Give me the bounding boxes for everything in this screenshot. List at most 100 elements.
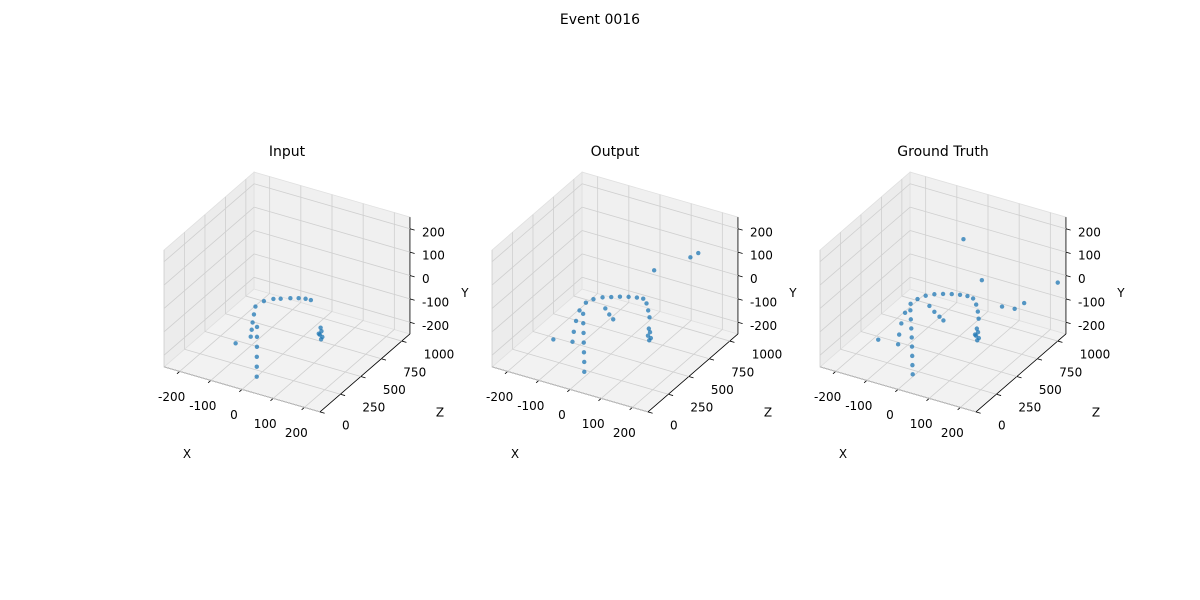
point [254,334,260,340]
y-tick-label: -200 [422,319,449,333]
point [979,277,985,283]
grid-line [581,183,739,230]
grid-line [163,276,255,356]
point [910,362,915,368]
x-tick-label: 100 [582,417,605,431]
point [957,292,963,298]
point [248,334,253,339]
y-tick-label: 0 [750,272,758,286]
tick-mark [926,398,930,402]
x-tick-label: 200 [613,426,636,440]
tick-mark [409,298,415,301]
x-tick-label: -200 [814,390,841,404]
point [254,354,260,360]
z-tick-label: 750 [403,365,426,379]
x-axis-label: X [839,447,847,461]
grid-line [507,293,598,372]
point [941,318,946,323]
point [973,302,979,307]
point [288,295,293,301]
point [582,359,587,365]
x-axis-label: X [511,447,519,461]
grid-line [204,331,361,377]
grid-line [163,253,255,333]
grid-line [581,230,739,276]
grid-line [253,253,411,300]
tick-mark [709,358,715,361]
point [603,306,608,311]
grid-line [210,302,302,381]
grid-line [272,320,364,399]
tick-mark [975,411,981,414]
point [908,317,914,322]
point [261,298,267,304]
point [909,344,915,349]
point [972,332,978,337]
point [999,304,1005,309]
grid-line [909,276,1067,323]
point [940,291,946,297]
grid-line [866,302,958,381]
y-tick-label: 0 [422,272,430,286]
grid-line [819,230,911,309]
point [909,335,914,340]
tick-mark [340,393,346,396]
tick-mark [737,321,743,325]
grid-line [253,276,411,323]
point [965,293,970,299]
tick-mark [1065,228,1071,231]
tick-mark [409,228,415,231]
point [254,324,260,330]
grid-line [819,276,911,356]
y-tick-label: 200 [750,225,773,239]
point [296,295,301,301]
grid-line [253,206,411,253]
subplot: -200 -100 0 100 200 0 250 500 750 1000 -200 -100 0 10… [486,144,797,461]
subplot: -200 -100 0 100 200 0 250 500 750 1000 -200 -100 0 10… [158,144,469,461]
point [910,353,915,359]
point [609,294,614,300]
grid-line [960,329,1051,408]
z-tick-label: 0 [342,418,350,432]
z-axis-line [319,333,411,413]
tick-mark [629,407,633,411]
subplot-title: Output [591,144,640,160]
point [937,314,942,319]
point [253,304,258,309]
point [581,330,586,336]
y-tick-label: 0 [1078,272,1086,286]
tick-mark [832,371,836,375]
y-tick-label: 100 [422,249,445,263]
point [551,337,556,342]
tick-mark [409,321,415,325]
z-axis-line [647,333,739,413]
tick-mark [668,393,674,396]
point [899,321,904,326]
point [975,309,981,314]
point [271,296,276,302]
grid-line [819,183,911,263]
grid-line [819,253,911,333]
grid-line [491,183,583,263]
x-axis-label: X [183,447,191,461]
tick-mark [270,398,274,402]
grid-line [184,348,341,395]
point [1055,280,1060,285]
grid-line [840,348,997,395]
point [233,341,238,346]
z-tick-label: 1000 [424,348,455,362]
grid-line [491,206,583,286]
point [634,295,640,300]
point [591,297,596,302]
tick-mark [1065,275,1071,278]
point [316,331,321,336]
z-tick-label: 750 [1059,365,1082,379]
point [927,303,932,309]
point [976,316,981,321]
grid-line [491,230,583,309]
tick-mark [409,275,415,278]
grid-line [569,311,661,390]
point [975,338,980,343]
point [251,312,257,317]
